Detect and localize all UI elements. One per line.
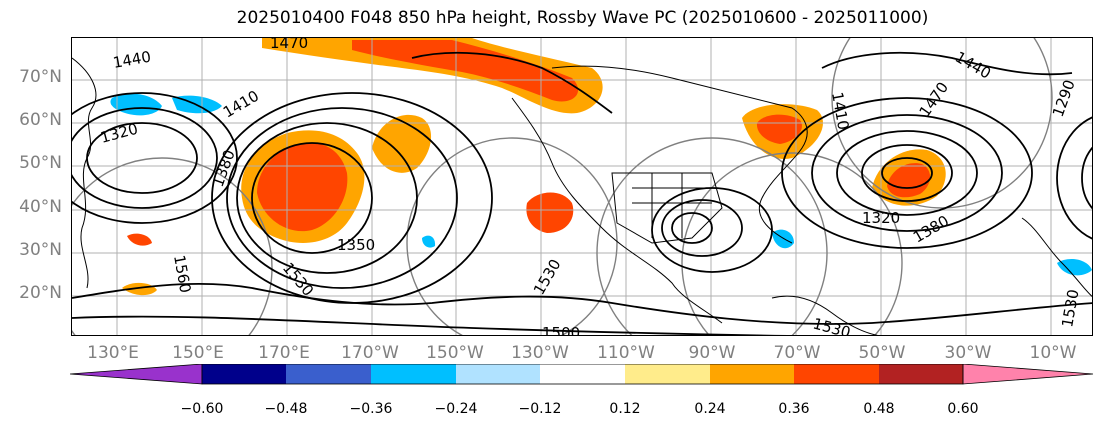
colorbar-tick-label: 0.48 xyxy=(863,401,895,417)
contour-label: 1320 xyxy=(862,209,900,227)
positive-anomaly-arctic-core xyxy=(352,40,579,102)
graticule xyxy=(72,38,1092,335)
colorbar-tick-label: −0.48 xyxy=(264,401,308,417)
contour-label: 1500 xyxy=(542,324,580,336)
negative-anomaly-bering xyxy=(110,93,162,116)
contour-label: 1470 xyxy=(270,38,308,52)
contour-label: 1530 xyxy=(530,256,565,298)
great-circles xyxy=(72,38,1053,335)
lon-label-150e: 150°E xyxy=(172,343,224,363)
colorbar-segment xyxy=(794,364,879,384)
lon-label-70w: 70°W xyxy=(773,343,821,363)
colorbar-tick-label: −0.12 xyxy=(518,401,562,417)
pc-shading xyxy=(110,38,1092,296)
colorbar-tick-label: 0.12 xyxy=(609,401,641,417)
colorbar-segment xyxy=(540,364,625,384)
positive-anomaly-west-pacific-2 xyxy=(127,233,152,246)
colorbar-tick-label: −0.36 xyxy=(349,401,393,417)
lat-label-40n: 40°N xyxy=(19,197,62,217)
contour-label: 1470 xyxy=(916,79,953,121)
contour-label: 1530 xyxy=(811,314,853,336)
lon-label-150w: 150°W xyxy=(426,343,484,363)
colorbar-segment xyxy=(710,364,794,384)
contour-label: 1410 xyxy=(828,91,852,132)
lon-label-170e: 170°E xyxy=(258,343,310,363)
lon-label-170w: 170°W xyxy=(341,343,399,363)
lon-label-50w: 50°W xyxy=(858,343,906,363)
contour-label: 1290 xyxy=(1049,77,1079,119)
contour-label: 1560 xyxy=(170,254,194,295)
colorbar-segment xyxy=(456,364,540,384)
lon-label-110w: 110°W xyxy=(597,343,655,363)
lat-label-20n: 20°N xyxy=(19,283,62,303)
lon-label-130e: 130°E xyxy=(87,343,139,363)
lon-label-90w: 90°W xyxy=(688,343,736,363)
lon-label-10w: 10°W xyxy=(1029,343,1077,363)
lat-label-30n: 30°N xyxy=(19,240,62,260)
positive-anomaly-west-pacific xyxy=(122,282,157,296)
contour-label: 1320 xyxy=(98,120,140,147)
positive-anomaly-core xyxy=(257,142,348,232)
lat-label-60n: 60°N xyxy=(19,110,62,130)
positive-anomaly-arctic xyxy=(262,38,603,114)
colorbar-tick-label: 0.60 xyxy=(947,401,979,417)
colorbar-segment xyxy=(202,364,286,384)
contour-label: 1380 xyxy=(910,212,952,247)
contour-label: 1440 xyxy=(952,48,994,83)
positive-anomaly-atlantic-core xyxy=(887,163,931,198)
colorbar-segment xyxy=(286,364,371,384)
contour-label: 1350 xyxy=(337,236,375,254)
negative-anomaly-pacific xyxy=(422,235,436,248)
lon-label-130w: 130°W xyxy=(511,343,569,363)
colorbar-extend-high xyxy=(962,364,1094,385)
colorbar-extend-low xyxy=(70,364,203,385)
colorbar-tick-label: −0.24 xyxy=(434,401,478,417)
negative-anomaly-atlantic-east xyxy=(1057,258,1092,276)
contour-label: 1530 xyxy=(1058,288,1082,329)
colorbar-segment xyxy=(625,364,710,384)
lat-label-70n: 70°N xyxy=(19,67,62,87)
colorbar xyxy=(70,364,1094,385)
map-canvas: 1440 1470 1410 1380 1350 1320 1560 1530 … xyxy=(72,38,1092,336)
map-panel: 1440 1470 1410 1380 1350 1320 1560 1530 … xyxy=(71,37,1093,336)
contour-label: 1440 xyxy=(112,48,153,72)
map-title: 2025010400 F048 850 hPa height, Rossby W… xyxy=(236,8,929,28)
positive-anomaly-labrador-core xyxy=(756,114,802,144)
colorbar-tick-label: 0.36 xyxy=(778,401,810,417)
lon-label-30w: 30°W xyxy=(944,343,992,363)
colorbar-tick-label: −0.60 xyxy=(180,401,224,417)
lat-label-50n: 50°N xyxy=(19,153,62,173)
colorbar-segment xyxy=(371,364,456,384)
positive-anomaly-west-coast xyxy=(526,192,574,233)
positive-anomaly-upper xyxy=(372,114,432,173)
height-contours xyxy=(72,51,1092,335)
colorbar-tick-label: 0.24 xyxy=(694,401,726,417)
colorbar-segment xyxy=(879,364,963,384)
contour-label: 1410 xyxy=(220,87,262,122)
